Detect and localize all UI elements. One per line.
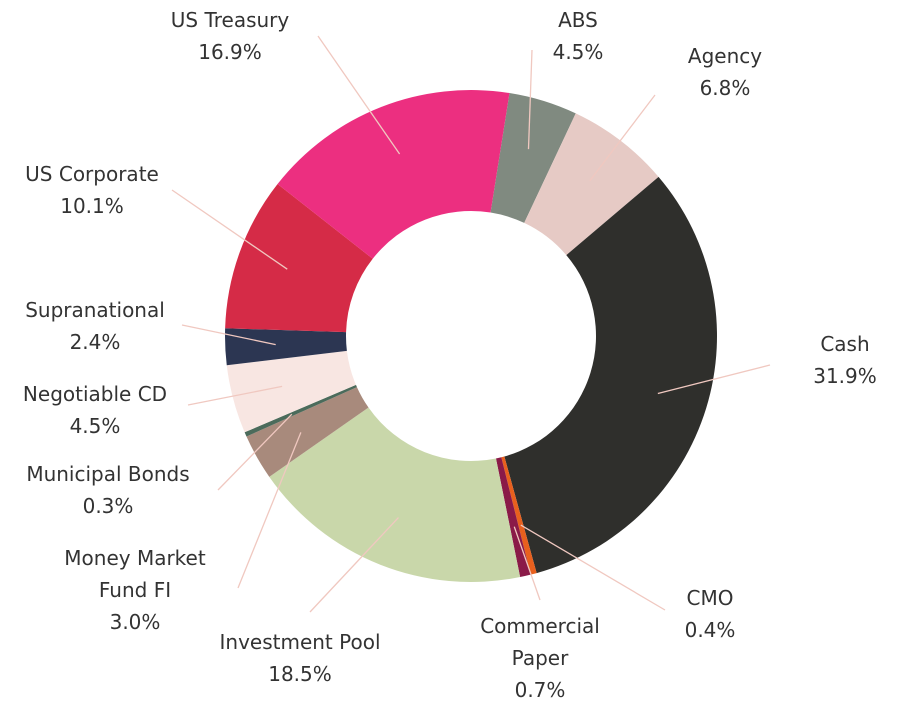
- donut-slice: [246, 387, 369, 477]
- value-label: 4.5%: [552, 40, 604, 64]
- value-label: 0.3%: [82, 494, 134, 518]
- value-label: 18.5%: [268, 662, 332, 686]
- category-label: CMO: [686, 586, 734, 610]
- category-label: Negotiable CD: [22, 382, 168, 406]
- leader-line: [217, 413, 293, 491]
- leader-line: [181, 324, 276, 346]
- donut-slice: [269, 407, 521, 583]
- value-label: 0.7%: [514, 678, 566, 702]
- donut-slice: [524, 113, 659, 256]
- donut-slice: [501, 456, 537, 575]
- leader-line: [317, 35, 401, 155]
- donut-slice: [226, 350, 356, 433]
- leader-line: [520, 524, 666, 611]
- value-label: 16.9%: [198, 40, 262, 64]
- donut-slice: [277, 90, 510, 259]
- leader-line: [589, 94, 656, 182]
- leader-line: [237, 432, 302, 589]
- slice-label: Negotiable CD 4.5%: [23, 378, 167, 442]
- slice-label: CMO 0.4%: [685, 582, 736, 646]
- leader-line: [171, 189, 288, 270]
- value-label: 3.0%: [109, 610, 161, 634]
- value-label: 6.8%: [699, 76, 751, 100]
- value-label: 2.4%: [69, 330, 121, 354]
- category-label: US Corporate: [25, 162, 159, 186]
- value-label: 31.9%: [813, 364, 877, 388]
- slice-label: US Treasury 16.9%: [171, 4, 289, 68]
- leader-line: [513, 526, 541, 601]
- slice-label: Money Market Fund FI 3.0%: [50, 542, 220, 638]
- donut-slice: [244, 384, 357, 437]
- category-label: Agency: [687, 44, 763, 68]
- donut-slice: [225, 184, 373, 333]
- donut-slice: [224, 328, 347, 366]
- category-label: ABS: [558, 8, 598, 32]
- slice-label: Agency 6.8%: [688, 40, 762, 104]
- category-label: Investment Pool: [219, 630, 381, 654]
- slice-label: Investment Pool 18.5%: [219, 626, 380, 690]
- slice-label: Cash 31.9%: [813, 328, 877, 392]
- category-label: Cash: [820, 332, 870, 356]
- slice-label: US Corporate 10.1%: [25, 158, 159, 222]
- value-label: 0.4%: [684, 618, 736, 642]
- category-label: Commercial Paper: [480, 614, 600, 670]
- leader-line: [527, 49, 533, 150]
- donut-slice: [490, 93, 576, 223]
- category-label: US Treasury: [170, 8, 290, 32]
- category-label: Municipal Bonds: [26, 462, 190, 486]
- donut-slice: [504, 176, 718, 574]
- slice-label: Commercial Paper 0.7%: [470, 610, 610, 704]
- leader-line: [309, 517, 399, 613]
- slice-label: Supranational 2.4%: [25, 294, 165, 358]
- slice-label: ABS 4.5%: [553, 4, 604, 68]
- leader-line: [657, 364, 771, 395]
- slice-label: Municipal Bonds 0.3%: [26, 458, 189, 522]
- value-label: 10.1%: [60, 194, 124, 218]
- category-label: Supranational: [25, 298, 165, 322]
- leader-line: [187, 385, 283, 406]
- category-label: Money Market Fund FI: [64, 546, 206, 602]
- value-label: 4.5%: [69, 414, 121, 438]
